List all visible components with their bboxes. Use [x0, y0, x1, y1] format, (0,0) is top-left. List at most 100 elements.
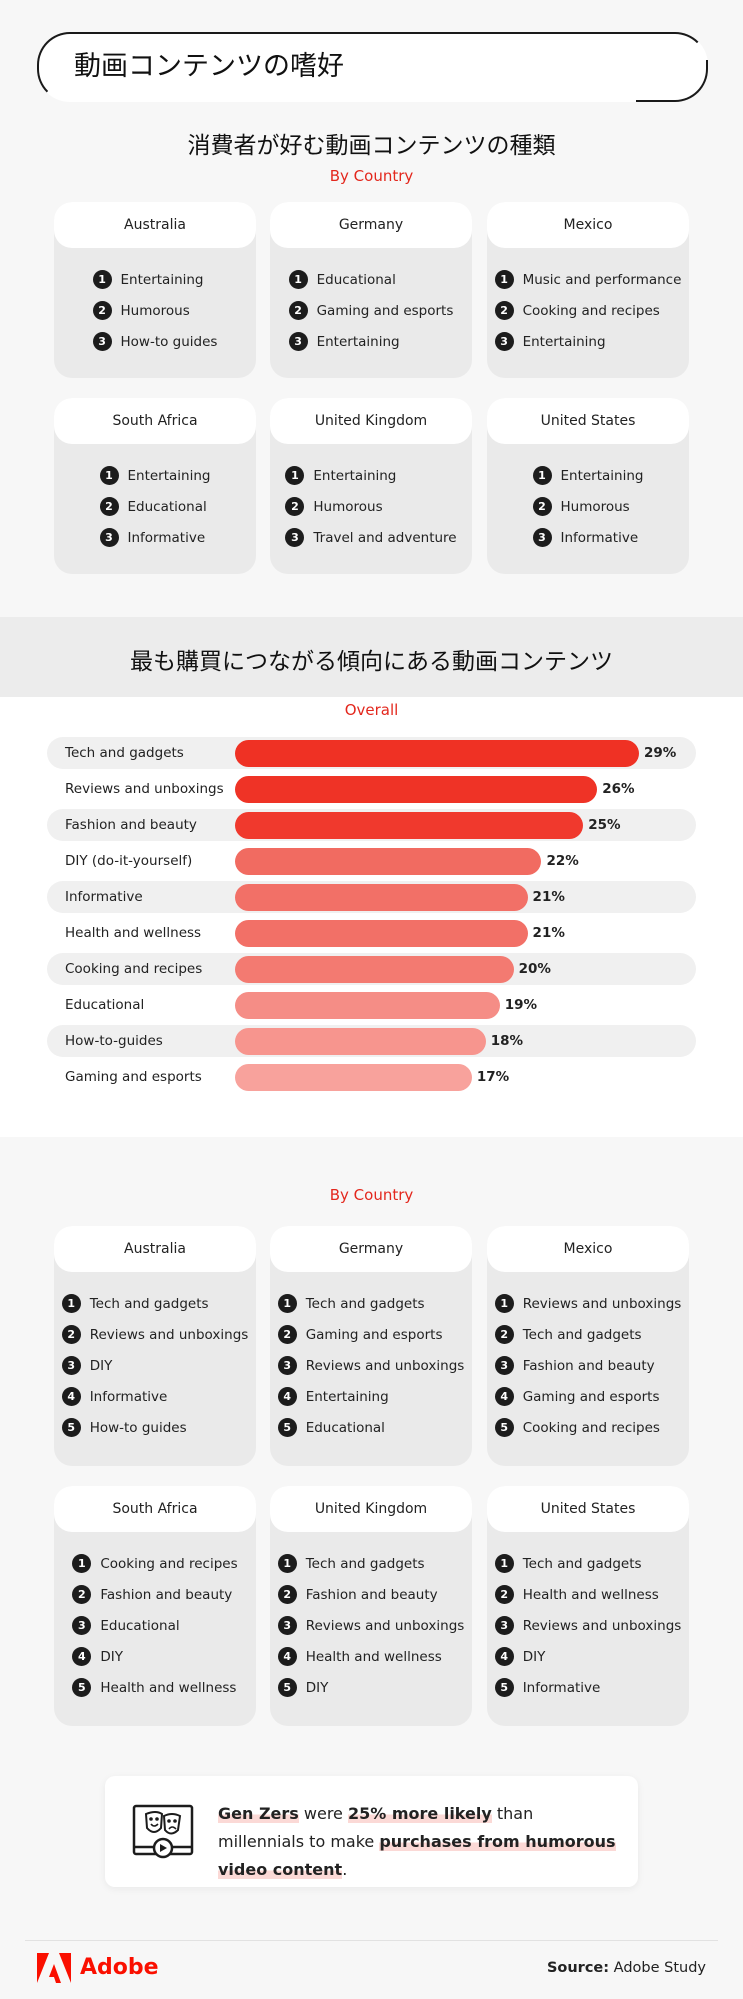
ranking-item: 5 Health and wellness [72, 1672, 237, 1703]
chart-category-label: Informative [65, 889, 143, 905]
rank-number-badge: 3 [277, 1356, 297, 1375]
rank-number-badge: 2 [288, 301, 308, 320]
ranking-item: 2 Humorous [285, 491, 456, 522]
ranking-list: 1 Music and performance 2 Cooking and recip… [487, 264, 689, 357]
rank-number-badge: 5 [61, 1418, 81, 1437]
callout-text-part: were [298, 1804, 348, 1823]
country-card: United Kingdom 1 Entertaining 2 Humorous 3 Tra… [270, 398, 472, 574]
chart-category-label: Cooking and recipes [65, 961, 203, 977]
ranking-item-label: How-to guides [120, 333, 218, 350]
ranking-item-label: Fashion and beauty [522, 1357, 655, 1374]
ranking-item-label: Tech and gadgets [522, 1555, 642, 1572]
ranking-item: 3 Reviews and unboxings [277, 1350, 464, 1381]
country-name: Germany [270, 1226, 472, 1272]
section3-subtitle: By Country [329, 1186, 414, 1204]
chart-bar [235, 919, 528, 947]
ranking-item: 2 Educational [99, 491, 211, 522]
ranking-item-label: Entertaining [127, 467, 211, 484]
ranking-list: 1 Entertaining 2 Educational 3 Informative [54, 460, 256, 553]
ranking-item: 1 Cooking and recipes [72, 1548, 238, 1579]
section2-title: 最も購買につながる傾向にある動画コンテンツ [130, 649, 613, 675]
chart-category-label: Health and wellness [65, 925, 202, 941]
rank-number-badge: 3 [494, 1616, 514, 1635]
chart-value-label: 18% [490, 1032, 524, 1049]
chart-category-label: Educational [65, 997, 145, 1013]
ranking-item: 1 Tech and gadgets [277, 1288, 465, 1319]
ranking-item: 2 Fashion and beauty [277, 1579, 465, 1610]
section2-subtitle: Overall [344, 701, 399, 719]
ranking-item-label: Informative [522, 1679, 601, 1696]
ranking-item-label: Reviews and unboxings [522, 1617, 682, 1634]
chart-bar [235, 847, 542, 875]
ranking-item-label: Gaming and esports [316, 302, 454, 319]
video-comedy-mask-icon [132, 1804, 194, 1860]
ranking-item: 3 Fashion and beauty [494, 1350, 682, 1381]
rank-number-badge: 4 [494, 1647, 514, 1666]
chart-category-label: DIY (do-it-yourself) [65, 853, 193, 869]
rank-number-badge: 2 [532, 497, 552, 516]
country-card: United States 1 Tech and gadgets 2 Health an… [487, 1486, 689, 1726]
rank-number-badge: 3 [99, 528, 119, 547]
rank-number-badge: 2 [494, 1585, 514, 1604]
ranking-item-label: DIY [89, 1357, 113, 1374]
ranking-item-label: Health and wellness [522, 1586, 659, 1603]
ranking-item: 1 Entertaining [92, 264, 218, 295]
rank-number-badge: 3 [72, 1616, 92, 1635]
ranking-item: 5 DIY [277, 1672, 465, 1703]
rank-number-badge: 2 [61, 1325, 81, 1344]
ranking-list: 1 Tech and gadgets 2 Health and wellness 3 Re… [487, 1548, 689, 1703]
ranking-list: 1 Entertaining 2 Humorous 3 How-to guides [54, 264, 256, 357]
rank-number-badge: 1 [277, 1554, 297, 1573]
ranking-item-label: DIY [522, 1648, 546, 1665]
ranking-item-label: Entertaining [313, 467, 397, 484]
rank-number-badge: 5 [277, 1678, 297, 1697]
ranking-item: 1 Entertaining [532, 460, 643, 491]
section1-title: 消費者が好む動画コンテンツの種類 [187, 133, 556, 159]
country-card: Germany 1 Tech and gadgets 2 Gaming and espo… [270, 1226, 472, 1466]
country-card: United States 1 Entertaining 2 Humorous 3 Info… [487, 398, 689, 574]
ranking-item: 5 Cooking and recipes [494, 1412, 682, 1443]
ranking-list: 1 Entertaining 2 Humorous 3 Informative [487, 460, 689, 553]
ranking-list: 1 Educational 2 Gaming and esports 3 Entertai… [270, 264, 472, 357]
rank-number-badge: 4 [72, 1647, 92, 1666]
ranking-item-label: Informative [89, 1388, 168, 1405]
ranking-item: 4 Gaming and esports [494, 1381, 682, 1412]
ranking-item: 3 Informative [99, 522, 211, 553]
rank-number-badge: 3 [61, 1356, 81, 1375]
chart-value-label: 19% [504, 996, 538, 1013]
country-card: Australia 1 Entertaining 2 Humorous 3 How-to g… [54, 202, 256, 378]
ranking-item: 1 Tech and gadgets [61, 1288, 249, 1319]
ranking-item-label: Cooking and recipes [522, 302, 660, 319]
rank-number-badge: 5 [494, 1678, 514, 1697]
ranking-item-label: Music and performance [522, 271, 682, 288]
chart-value-label: 20% [518, 960, 551, 977]
ranking-item-label: Educational [305, 1419, 385, 1436]
rank-number-badge: 1 [494, 1554, 514, 1573]
ranking-item-label: Entertaining [522, 333, 606, 350]
chart-category-label: Fashion and beauty [65, 817, 197, 833]
chart-category-label: Reviews and unboxings [65, 781, 224, 797]
ranking-list: 1 Tech and gadgets 2 Reviews and unboxings 3… [54, 1288, 256, 1443]
ranking-list: 1 Tech and gadgets 2 Fashion and beauty 3 Rev… [270, 1548, 472, 1703]
chart-bar [235, 1027, 486, 1055]
country-card: Mexico 1 Reviews and unboxings 2 Tech and ga… [487, 1226, 689, 1466]
source-label: Source: [546, 1960, 610, 1976]
chart-value-label: 21% [532, 924, 565, 941]
chart-value-label: 22% [546, 852, 579, 869]
ranking-item-label: Fashion and beauty [305, 1586, 438, 1603]
ranking-item-label: Informative [127, 529, 206, 546]
ranking-item: 5 Educational [277, 1412, 465, 1443]
callout-highlight-percent: 25% more likely [347, 1804, 492, 1823]
chart-value-label: 25% [588, 816, 621, 833]
ranking-item-label: How-to guides [89, 1419, 187, 1436]
chart-bar [235, 811, 584, 839]
country-name: United Kingdom [270, 1486, 472, 1532]
section1-subtitle: By Country [329, 167, 414, 185]
country-name: United States [487, 398, 689, 444]
rank-number-badge: 1 [494, 270, 514, 289]
rank-number-badge: 1 [494, 1294, 514, 1313]
country-name: South Africa [54, 398, 256, 444]
ranking-item: 4 DIY [494, 1641, 682, 1672]
ranking-item-label: DIY [305, 1679, 329, 1696]
source-note: Source: Adobe Study [547, 1960, 706, 1976]
